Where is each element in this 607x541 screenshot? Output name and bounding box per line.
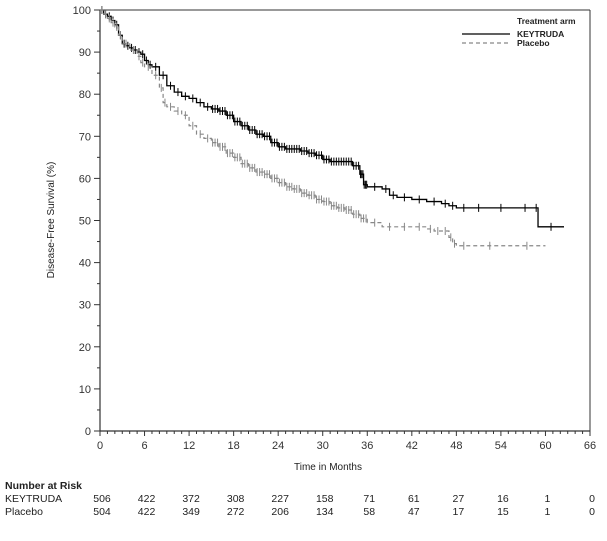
risk-value: 58 — [363, 506, 376, 518]
risk-value: 1 — [544, 506, 551, 518]
y-tick-label: 20 — [79, 342, 91, 354]
legend: Treatment arm KEYTRUDA Placebo — [462, 16, 576, 48]
risk-value: 372 — [182, 493, 200, 505]
x-tick-label: 6 — [141, 440, 147, 452]
risk-value: 1 — [544, 493, 551, 505]
survival-curves — [100, 6, 565, 250]
x-tick-label: 36 — [361, 440, 373, 452]
y-tick-label: 60 — [79, 173, 91, 185]
y-tick-label: 50 — [79, 216, 91, 228]
risk-value: 272 — [226, 506, 245, 518]
x-tick-label: 48 — [450, 440, 462, 452]
risk-table-title: Number at Risk — [5, 480, 83, 492]
censor-marks-keytruda — [101, 6, 552, 231]
risk-value: 47 — [407, 506, 420, 518]
censor-marks-placebo — [101, 6, 528, 250]
risk-value: 61 — [407, 493, 420, 505]
y-ticks: 0 10 20 30 40 50 60 70 80 90 100 — [73, 5, 100, 438]
x-tick-label: 30 — [317, 440, 329, 452]
risk-value: 27 — [452, 493, 465, 505]
legend-label-placebo: Placebo — [517, 38, 550, 48]
x-tick-label: 42 — [406, 440, 418, 452]
x-tick-label: 24 — [272, 440, 284, 452]
risk-row-label: KEYTRUDA — [5, 493, 63, 505]
y-tick-label: 30 — [79, 300, 91, 312]
risk-value: 506 — [93, 493, 111, 505]
legend-label-keytruda: KEYTRUDA — [517, 29, 564, 39]
y-axis-title: Disease-Free Survival (%) — [46, 162, 57, 279]
y-tick-label: 0 — [85, 426, 91, 438]
y-tick-label: 70 — [79, 131, 91, 143]
risk-value: 15 — [497, 506, 509, 518]
risk-row-label: Placebo — [5, 506, 43, 518]
risk-value: 206 — [271, 506, 289, 518]
x-tick-label: 60 — [539, 440, 551, 452]
x-ticks: 0 6 12 18 24 30 36 42 48 54 60 66 — [97, 431, 596, 452]
y-tick-label: 40 — [79, 258, 91, 270]
risk-row-placebo: Placebo 504 422 349 272 206 134 58 47 17 15 1 0 — [0, 506, 607, 519]
risk-value: 158 — [315, 493, 334, 505]
curve-keytruda — [100, 9, 565, 228]
km-chart: 0 6 12 18 24 30 36 42 48 54 60 66 0 10 20 30 40 50 60 70 80… — [46, 5, 596, 470]
risk-row-keytruda: KEYTRUDA 506 422 372 308 227 158 71 61 27 16 1 0 — [0, 493, 607, 506]
y-tick-label: 10 — [79, 384, 91, 396]
x-tick-label: 18 — [228, 440, 240, 452]
risk-value: 134 — [315, 506, 334, 518]
risk-value: 504 — [93, 506, 111, 518]
y-tick-label: 80 — [79, 89, 91, 101]
risk-value: 227 — [271, 493, 289, 505]
risk-value: 0 — [589, 506, 595, 518]
plot-frame — [99, 9, 591, 432]
risk-value: 16 — [497, 493, 509, 505]
x-tick-label: 0 — [97, 440, 103, 452]
risk-value: 308 — [226, 493, 245, 505]
x-axis-title: Time in Months — [294, 462, 362, 470]
risk-value: 422 — [137, 493, 156, 505]
risk-value: 17 — [452, 506, 465, 518]
risk-value: 349 — [182, 506, 200, 518]
y-tick-label: 90 — [79, 47, 91, 59]
x-tick-label: 66 — [584, 440, 596, 452]
risk-value: 422 — [137, 506, 156, 518]
x-tick-label: 54 — [495, 440, 507, 452]
curve-placebo — [100, 9, 546, 247]
legend-title: Treatment arm — [517, 16, 576, 26]
y-tick-label: 100 — [73, 5, 91, 17]
risk-value: 0 — [589, 493, 595, 505]
risk-value: 71 — [363, 493, 376, 505]
x-tick-label: 12 — [183, 440, 195, 452]
